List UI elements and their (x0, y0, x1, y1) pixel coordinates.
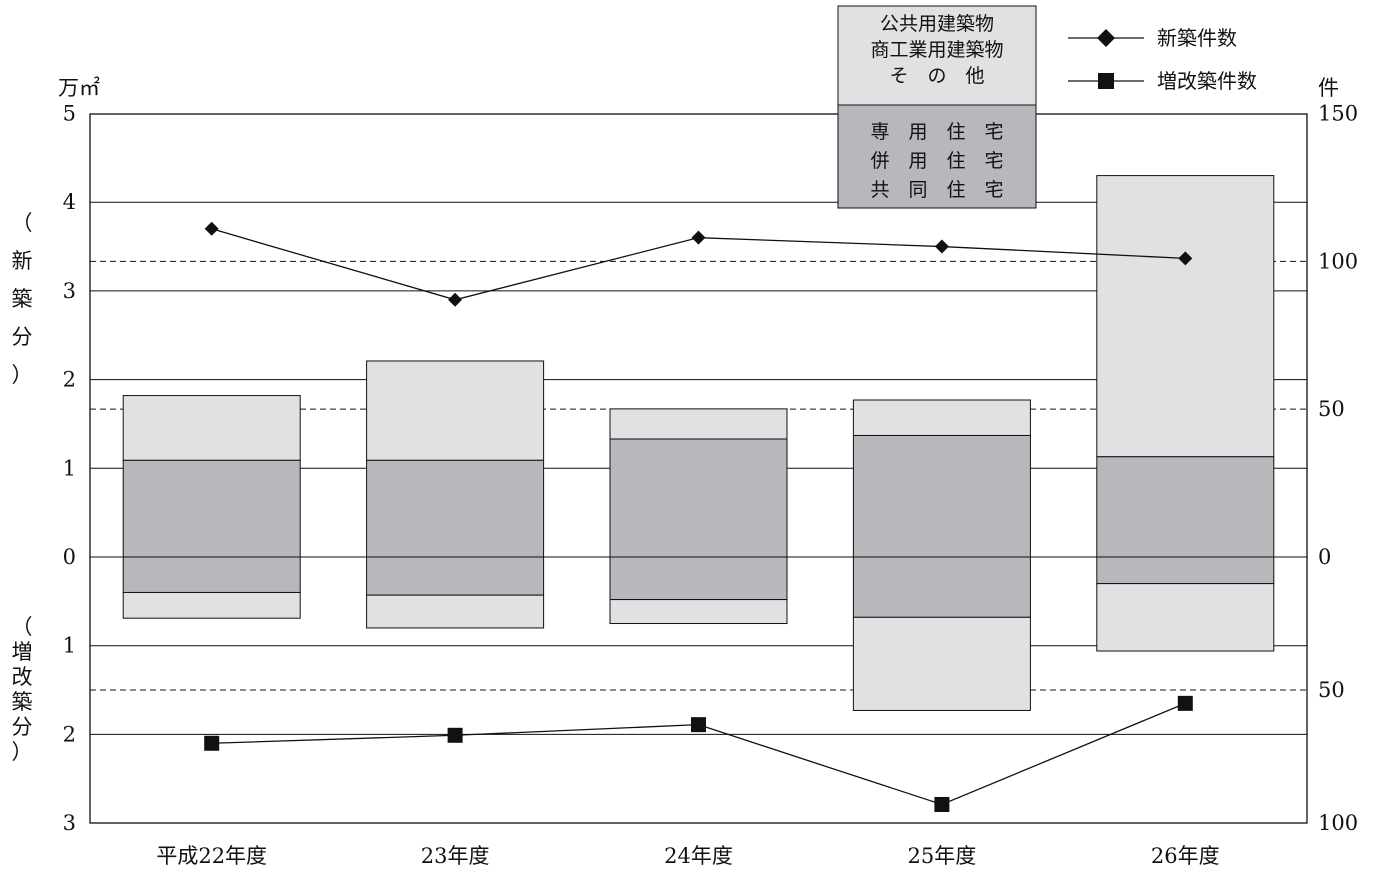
category-label: 23年度 (421, 844, 490, 868)
legend-ext-label: 増改築件数 (1157, 69, 1257, 93)
bars (122, 175, 1275, 711)
bar-new-other (122, 395, 301, 461)
vlabel-ext-char: 分 (12, 715, 33, 739)
right-axis-ticks: 150 100 50 0 50 100 (1318, 102, 1358, 836)
point-new-count (1178, 251, 1193, 266)
legend-new-marker-icon (1097, 29, 1115, 47)
point-ext-count (934, 796, 950, 812)
category-label: 26年度 (1151, 844, 1220, 868)
vlabel-new-char: ） (12, 363, 33, 387)
bar-ext-other (366, 594, 545, 629)
right-tick-label: 100 (1318, 811, 1358, 835)
bar-new-residential (609, 438, 788, 558)
legend-box-upper-line: 公共用建築物 (880, 13, 994, 35)
left-tick-label: 1 (63, 456, 76, 480)
right-tick-label: 50 (1318, 678, 1345, 702)
right-axis-unit: 件 (1318, 76, 1339, 100)
left-tick-label: 1 (63, 634, 76, 658)
bar-new-residential (1096, 456, 1275, 558)
legend-box-lower-line: 専 用 住 宅 (870, 121, 1003, 143)
point-new-count (934, 239, 949, 254)
left-tick-label: 3 (63, 279, 76, 303)
vlabel-ext-char: ） (12, 740, 33, 764)
left-axis-ticks: 5 4 3 2 1 0 1 2 3 (63, 102, 76, 836)
point-new-count (691, 230, 706, 245)
bar-ext-residential (852, 556, 1031, 618)
legend-ext-marker-icon (1098, 73, 1114, 89)
bar-new-other (366, 360, 545, 461)
bar-new-other (609, 408, 788, 440)
vlabel-ext-char: 改 (12, 665, 33, 689)
bar-ext-residential (1096, 556, 1275, 585)
bar-new-other (852, 399, 1031, 436)
category-label: 平成22年度 (156, 844, 267, 868)
left-tick-label: 0 (63, 545, 76, 569)
vlabel-new-char: （ (12, 211, 33, 235)
point-ext-count (204, 735, 220, 751)
legend-box-lower-line: 共 同 住 宅 (870, 179, 1003, 201)
legend-new-label: 新築件数 (1157, 26, 1237, 50)
left-axis-label-new: （ 新築分 ） (12, 211, 33, 387)
vlabel-ext-char: 増 (12, 640, 33, 664)
bar-ext-other (1096, 583, 1275, 652)
bar-new-residential (366, 459, 545, 558)
vlabel-new-char: 築 (12, 287, 33, 311)
plot-frame (89, 113, 1308, 824)
vlabel-ext-char: （ (12, 615, 33, 639)
bar-new-residential (122, 459, 301, 558)
category-label: 24年度 (664, 844, 733, 868)
category-label: 25年度 (908, 844, 977, 868)
bar-ext-other (852, 616, 1031, 711)
left-tick-label: 2 (63, 722, 76, 746)
legend-box-lower-line: 併 用 住 宅 (870, 150, 1003, 172)
right-tick-label: 100 (1318, 249, 1358, 273)
point-ext-count (1177, 695, 1193, 711)
bar-ext-residential (609, 556, 788, 601)
category-labels: 平成22年度 23年度 24年度 25年度 26年度 (156, 844, 1219, 868)
left-tick-label: 3 (63, 811, 76, 835)
legend-line-items: 新築件数 増改築件数 (1068, 26, 1257, 93)
bar-ext-other (122, 591, 301, 619)
left-tick-label: 4 (63, 190, 76, 214)
vlabel-new-char: 分 (12, 325, 33, 349)
bar-new-residential (852, 434, 1031, 558)
point-ext-count (691, 717, 706, 733)
point-new-count (204, 221, 219, 236)
vlabel-new-char: 新 (12, 249, 33, 273)
point-ext-count (447, 727, 463, 743)
bar-ext-other (609, 599, 788, 625)
right-tick-label: 0 (1318, 545, 1331, 569)
left-tick-label: 5 (63, 102, 76, 126)
legend-box-upper-line: そ の 他 (889, 65, 984, 87)
legend-box-upper-line: 商工業用建築物 (870, 39, 1003, 61)
right-tick-label: 50 (1318, 397, 1345, 421)
bar-new-other (1096, 175, 1275, 458)
left-axis-unit: 万㎡ (58, 76, 100, 100)
left-tick-label: 2 (63, 368, 76, 392)
right-tick-label: 150 (1318, 102, 1358, 126)
bar-ext-residential (366, 556, 545, 596)
count-lines (204, 221, 1193, 812)
legend-box-lower (837, 104, 1037, 209)
vlabel-ext-char: 築 (12, 690, 33, 714)
bar-ext-residential (122, 556, 301, 593)
legend-box-upper (837, 5, 1037, 106)
point-new-count (448, 292, 463, 307)
